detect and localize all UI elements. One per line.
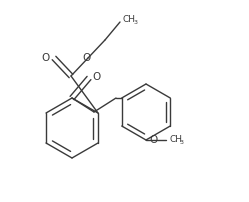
Text: 3: 3 <box>134 20 138 25</box>
Text: CH: CH <box>122 16 135 24</box>
Text: O: O <box>82 53 90 63</box>
Text: O: O <box>92 72 100 82</box>
Text: 3: 3 <box>180 141 184 145</box>
Text: CH: CH <box>169 136 182 144</box>
Text: O: O <box>149 135 157 145</box>
Text: O: O <box>42 53 50 63</box>
